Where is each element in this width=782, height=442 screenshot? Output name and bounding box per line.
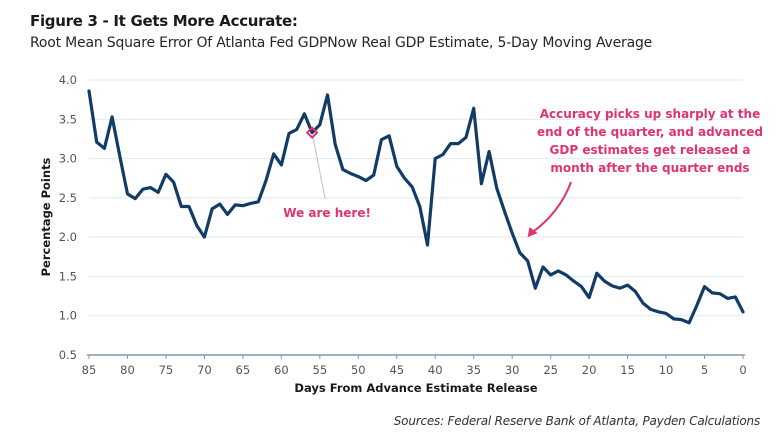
x-tick-label: 70 [197, 363, 212, 377]
chart-title: Figure 3 - It Gets More Accurate: [30, 12, 298, 30]
x-tick-label: 5 [701, 363, 708, 377]
x-tick-label: 65 [236, 363, 251, 377]
arrowhead-icon [527, 227, 538, 238]
y-tick-label: 3.5 [59, 112, 77, 126]
y-tick-label: 3.0 [59, 152, 77, 166]
y-tick-label: 0.5 [59, 348, 77, 362]
x-tick-label: 80 [120, 363, 135, 377]
x-tick-label: 40 [428, 363, 443, 377]
we-are-here-marker [305, 126, 319, 140]
x-tick-label: 25 [543, 363, 558, 377]
x-tick-label: 45 [389, 363, 404, 377]
source-note: Sources: Federal Reserve Bank of Atlanta… [393, 414, 760, 428]
x-tick-label: 20 [582, 363, 597, 377]
y-tick-label: 1.0 [59, 309, 77, 323]
series-layer [87, 89, 745, 325]
series-line [87, 89, 745, 325]
y-tick-label: 2.5 [59, 191, 77, 205]
accuracy-note-line: end of the quarter, and advanced [537, 125, 763, 139]
y-tick-label: 1.5 [59, 269, 77, 283]
accuracy-note-line: GDP estimates get released a [550, 143, 751, 157]
x-axis-title: Days From Advance Estimate Release [294, 381, 537, 395]
y-axis-ticks: 0.5 1.0 1.5 2.0 2.5 3.0 3.5 4.0 [59, 73, 77, 362]
y-tick-label: 2.0 [59, 230, 77, 244]
x-tick-label: 15 [620, 363, 635, 377]
we-are-here-label: We are here! [283, 206, 371, 220]
accuracy-note-line: month after the quarter ends [550, 161, 749, 175]
accuracy-note-line: Accuracy picks up sharply at the [540, 107, 760, 121]
x-tick-label: 60 [274, 363, 289, 377]
x-tick-label: 0 [739, 363, 746, 377]
y-axis-title: Percentage Points [39, 157, 53, 276]
annotations: We are here! Accuracy picks up sharply a… [283, 107, 763, 238]
x-tick-label: 10 [659, 363, 674, 377]
y-tick-label: 4.0 [59, 73, 77, 87]
x-tick-label: 75 [159, 363, 174, 377]
x-tick-label: 50 [351, 363, 366, 377]
chart-subtitle: Root Mean Square Error Of Atlanta Fed GD… [30, 35, 653, 51]
x-tick-label: 85 [82, 363, 97, 377]
x-axis: 85 80 75 70 65 60 55 50 45 40 35 30 25 20 15 10 5 0 [82, 354, 747, 377]
we-are-here-leader-line [312, 137, 326, 200]
x-tick-label: 35 [466, 363, 481, 377]
accuracy-note: Accuracy picks up sharply at the end of … [537, 107, 763, 175]
x-tick-label: 55 [313, 363, 328, 377]
accuracy-note-arrow [531, 181, 572, 233]
x-tick-label: 30 [505, 363, 520, 377]
gridlines [89, 79, 743, 317]
